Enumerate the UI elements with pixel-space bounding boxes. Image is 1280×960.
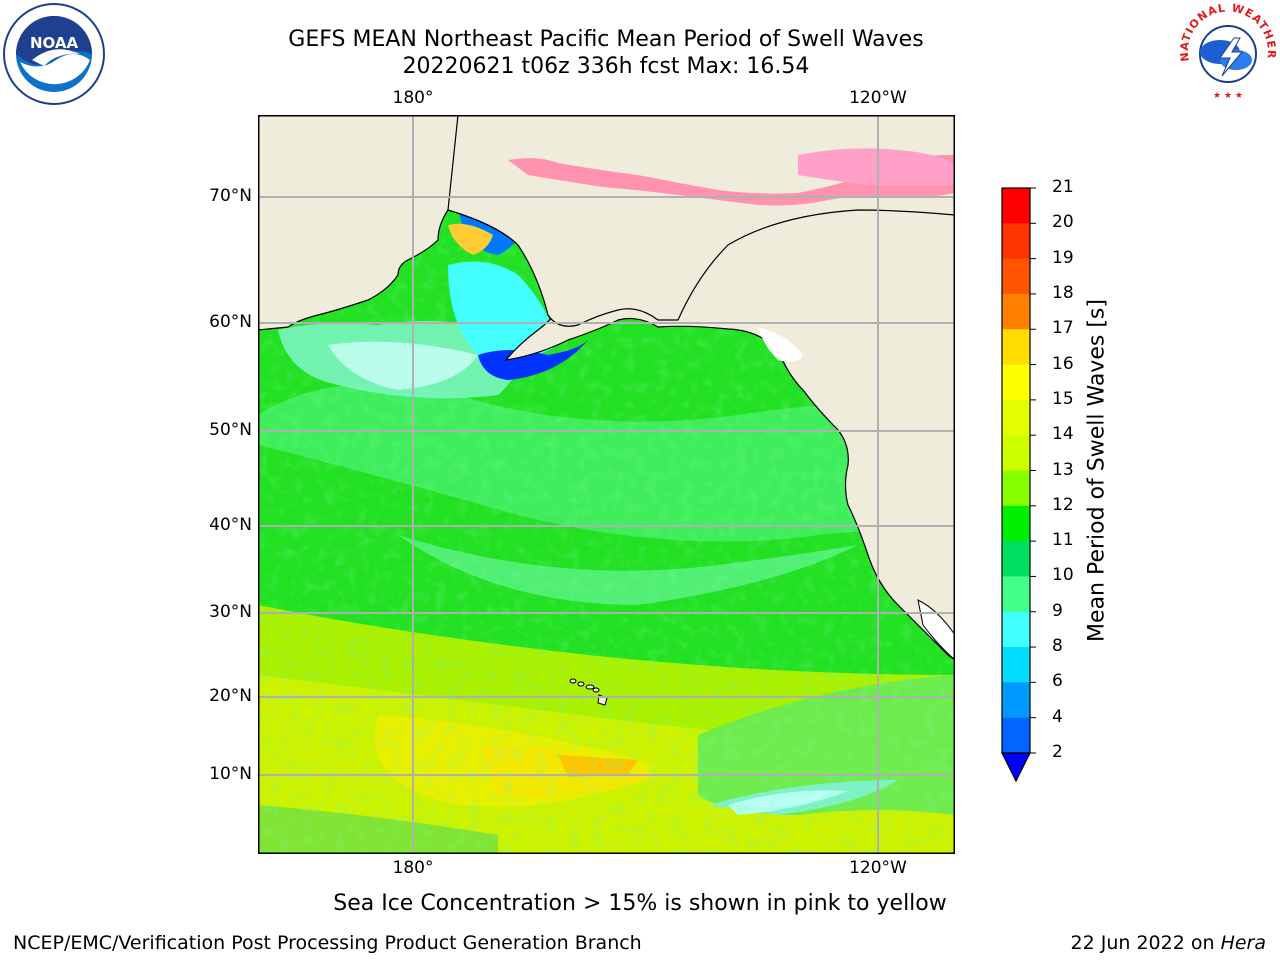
lon-label-bottom-180: 180° bbox=[392, 858, 434, 878]
noaa-logo-text: NOAA bbox=[30, 34, 79, 52]
colorbar-label: Mean Period of Swell Waves [s] bbox=[1084, 299, 1110, 642]
lon-label-bottom-120w: 120°W bbox=[849, 858, 907, 878]
lat-label-60n: 60°N bbox=[209, 312, 252, 332]
nws-logo-icon: NATIONAL WEATHER SERVICE ★ ★ ★ bbox=[1171, 0, 1280, 106]
colorbar-tick-label: 13 bbox=[1052, 459, 1074, 480]
lat-label-50n: 50°N bbox=[209, 420, 252, 440]
colorbar-tick-label: 18 bbox=[1052, 282, 1074, 303]
colorbar-cell bbox=[1002, 576, 1030, 613]
colorbar-tick-label: 8 bbox=[1052, 636, 1063, 657]
map-panel bbox=[258, 115, 955, 854]
colorbar-extend-triangle bbox=[1001, 752, 1031, 783]
colorbar-tick-label: 9 bbox=[1052, 600, 1063, 621]
colorbar-cell bbox=[1002, 682, 1030, 719]
colorbar-cell bbox=[1002, 470, 1030, 507]
colorbar-cell bbox=[1002, 293, 1030, 330]
colorbar-tick-label: 19 bbox=[1052, 247, 1074, 268]
colorbar-tick-label: 14 bbox=[1052, 424, 1074, 445]
colorbar-tick-label: 20 bbox=[1052, 212, 1074, 233]
colorbar-tick-label: 10 bbox=[1052, 565, 1074, 586]
colorbar-tick-label: 6 bbox=[1052, 671, 1063, 692]
colorbar-cell bbox=[1002, 188, 1030, 224]
chart-title-line1: GEFS MEAN Northeast Pacific Mean Period … bbox=[288, 27, 924, 52]
colorbar-tick-label: 21 bbox=[1052, 177, 1074, 197]
colorbar-tick-label: 16 bbox=[1052, 353, 1074, 374]
lon-label-top-120w: 120°W bbox=[849, 88, 907, 108]
footer-left: NCEP/EMC/Verification Post Processing Pr… bbox=[13, 932, 642, 954]
lat-label-30n: 30°N bbox=[209, 602, 252, 622]
colorbar-tick-label: 11 bbox=[1052, 530, 1074, 551]
sea-ice-note: Sea Ice Concentration > 15% is shown in … bbox=[333, 891, 947, 916]
colorbar-cell bbox=[1002, 258, 1030, 295]
colorbar-tick-label: 2 bbox=[1052, 742, 1063, 762]
colorbar-tick-label: 15 bbox=[1052, 388, 1074, 409]
colorbar-cell bbox=[1002, 329, 1030, 366]
lat-label-70n: 70°N bbox=[209, 186, 252, 206]
colorbar-cell bbox=[1002, 505, 1030, 542]
colorbar-cell bbox=[1002, 364, 1030, 401]
colorbar-cell bbox=[1002, 223, 1030, 260]
lon-label-top-180: 180° bbox=[392, 88, 434, 108]
footer-right: 22 Jun 2022 on Hera bbox=[1071, 932, 1266, 954]
colorbar-cell bbox=[1002, 717, 1030, 754]
lat-label-10n: 10°N bbox=[209, 764, 252, 784]
colorbar-cell bbox=[1002, 399, 1030, 436]
colorbar-cell bbox=[1002, 647, 1030, 683]
colorbar-tick-label: 17 bbox=[1052, 318, 1074, 339]
footer-date: 22 Jun 2022 on bbox=[1070, 932, 1221, 954]
noaa-logo-icon: NOAA bbox=[2, 2, 106, 106]
colorbar-cell bbox=[1002, 611, 1030, 648]
chart-title-line2: 20220621 t06z 336h fcst Max: 16.54 bbox=[402, 54, 810, 79]
lat-label-40n: 40°N bbox=[209, 515, 252, 535]
colorbar-cell bbox=[1002, 541, 1030, 577]
colorbar bbox=[1000, 186, 1040, 786]
lat-label-20n: 20°N bbox=[209, 686, 252, 706]
colorbar-tick-label: 12 bbox=[1052, 494, 1074, 515]
svg-text:★ ★ ★: ★ ★ ★ bbox=[1213, 91, 1243, 101]
footer-host: Hera bbox=[1220, 932, 1266, 954]
colorbar-cell bbox=[1002, 435, 1030, 471]
colorbar-tick-label: 4 bbox=[1052, 706, 1063, 727]
